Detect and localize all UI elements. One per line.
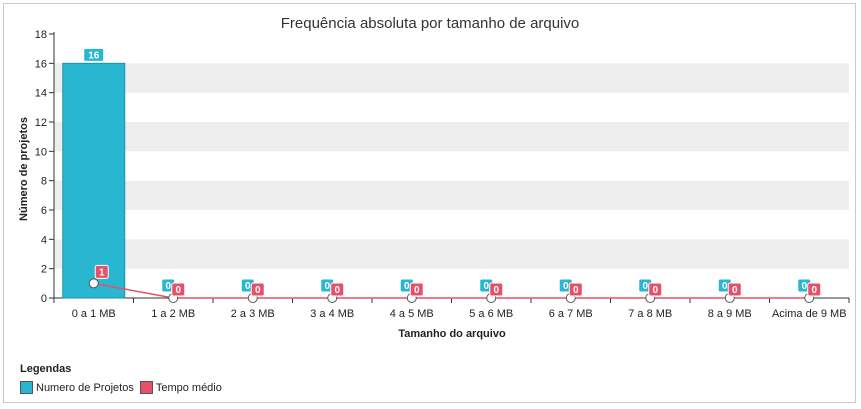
- bar-value-label-bg: [83, 47, 105, 62]
- line-value-label: 0: [732, 285, 738, 296]
- grid-band: [54, 239, 849, 269]
- x-tick-label: 5 a 6 MB: [469, 308, 513, 320]
- y-tick-label: 4: [41, 234, 47, 246]
- line-value-label: 0: [334, 285, 340, 296]
- x-tick-label: 2 a 3 MB: [231, 308, 275, 320]
- y-axis-label: Número de projetos: [18, 117, 30, 221]
- legend-swatch-average-time: [139, 381, 153, 394]
- line-value-label-bg: [171, 282, 186, 297]
- x-tick-label: 7 a 8 MB: [628, 308, 672, 320]
- line-value-label-bg: [568, 282, 583, 297]
- legend: Numero de Projetos Tempo médio: [20, 381, 228, 394]
- line-value-label-bg: [807, 282, 822, 297]
- x-tick-label: 3 a 4 MB: [310, 308, 354, 320]
- line-value-label: 0: [175, 285, 181, 296]
- x-axis-label: Tamanho do arquivo: [398, 328, 506, 340]
- line-value-label: 0: [652, 285, 658, 296]
- bar-value-label: 0: [722, 281, 728, 292]
- bar-value-label: 0: [324, 281, 330, 292]
- legend-label-projects: Numero de Projetos: [36, 381, 134, 394]
- legend-item-projects[interactable]: Numero de Projetos: [20, 381, 134, 394]
- legend-title: Legendas: [20, 363, 72, 375]
- legend-label-average-time: Tempo médio: [155, 381, 222, 394]
- chart-title: Frequência absoluta por tamanho de arqui…: [281, 15, 580, 32]
- legend-swatch-projects: [20, 381, 33, 394]
- chart: Frequência absoluta por tamanho de arqui…: [18, 15, 850, 340]
- bar-value-label: 0: [563, 281, 569, 292]
- bar-value-label: 0: [483, 281, 489, 292]
- line-value-label-bg: [409, 282, 424, 297]
- line-value-label: 0: [811, 285, 817, 296]
- line-value-label: 0: [255, 285, 261, 296]
- line-value-label: 0: [414, 285, 420, 296]
- grid-band: [54, 180, 849, 210]
- line-value-label: 1: [99, 267, 105, 278]
- x-tick-label: 1 a 2 MB: [151, 308, 195, 320]
- y-tick-label: 18: [35, 29, 47, 41]
- y-tick-label: 14: [35, 88, 47, 100]
- chart-panel: Frequência absoluta por tamanho de arqui…: [3, 3, 856, 403]
- x-tick-label: 6 a 7 MB: [549, 308, 593, 320]
- y-tick-label: 6: [41, 205, 47, 217]
- bar-value-label: 0: [801, 281, 807, 292]
- x-tick-label: Acima de 9 MB: [772, 308, 847, 320]
- bar-value-label: 0: [245, 281, 251, 292]
- line-point: [88, 278, 99, 289]
- y-tick-label: 8: [41, 176, 47, 188]
- bar-value-label: 16: [88, 50, 100, 61]
- line-value-label-bg: [489, 282, 504, 297]
- y-tick-label: 16: [35, 58, 47, 70]
- line-value-label-bg: [330, 282, 345, 297]
- bar-value-label: 0: [404, 281, 410, 292]
- line-value-label-bg: [727, 282, 742, 297]
- line-series-path: [93, 282, 810, 299]
- line-value-label-bg: [648, 282, 663, 297]
- line-value-label-bg: [250, 282, 265, 297]
- bar-value-label: 0: [642, 281, 648, 292]
- x-tick-label: 0 a 1 MB: [72, 308, 116, 320]
- legend-item-average-time[interactable]: Tempo médio: [139, 381, 222, 394]
- line-value-label: 0: [493, 285, 499, 296]
- x-tick-label: 4 a 5 MB: [390, 308, 434, 320]
- x-tick-label: 8 a 9 MB: [708, 308, 752, 320]
- y-tick-label: 0: [41, 293, 47, 305]
- grid-band: [54, 63, 849, 93]
- y-tick-label: 12: [35, 117, 47, 129]
- line-value-label: 0: [573, 285, 579, 296]
- line-value-label-bg: [94, 264, 109, 279]
- y-tick-label: 10: [35, 146, 47, 158]
- bar-value-label: 0: [165, 281, 171, 292]
- y-tick-label: 2: [41, 264, 47, 276]
- bar: [62, 62, 126, 299]
- grid-band: [54, 122, 849, 152]
